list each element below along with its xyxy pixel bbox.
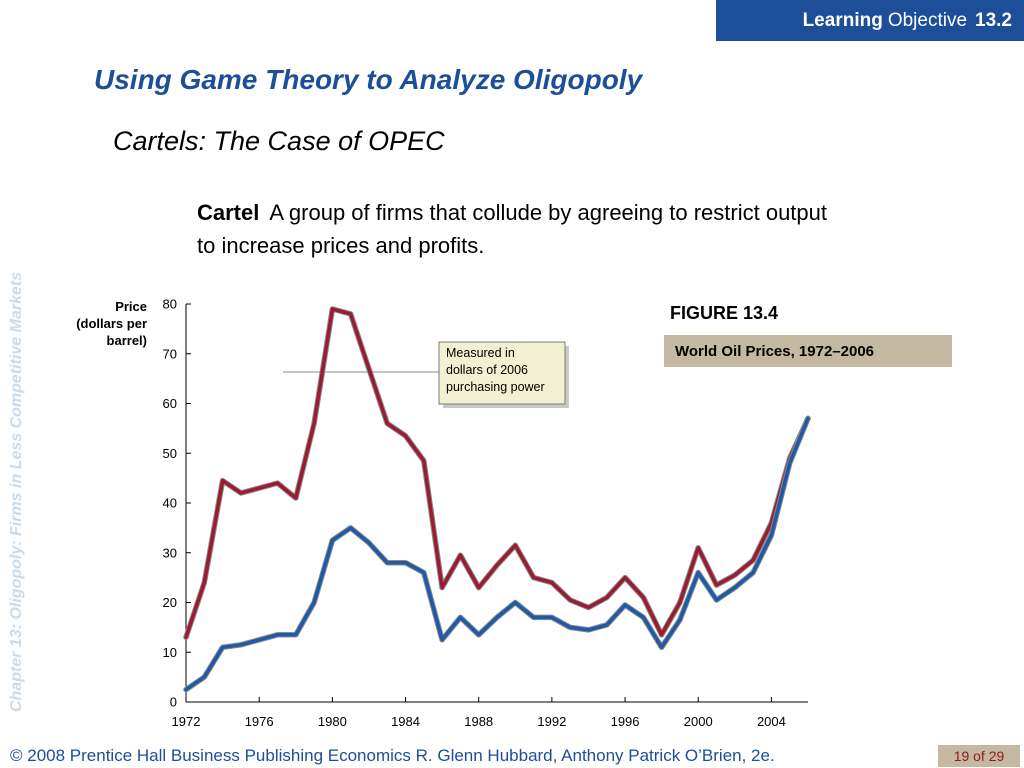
y-tick-label: 20 — [163, 595, 177, 610]
series-line-nominal-price — [184, 416, 810, 692]
annotation-line: purchasing power — [446, 380, 545, 394]
learning-objective-badge: Learning Objective 13.2 — [716, 0, 1024, 41]
y-tick-label: 10 — [163, 645, 177, 660]
y-tick-label: 70 — [163, 346, 177, 361]
x-tick-label: 2004 — [757, 714, 786, 729]
annotation-line: Measured in — [446, 346, 515, 360]
annotation-callout: Measured in dollars of 2006 purchasing pow… — [283, 341, 569, 408]
objective-number: 13.2 — [975, 9, 1012, 31]
objective-label: Objective — [887, 9, 968, 31]
y-tick-label: 0 — [170, 695, 177, 710]
y-tick-label: 50 — [163, 446, 177, 461]
annotation-line: dollars of 2006 — [446, 363, 528, 377]
x-tick-label: 1988 — [464, 714, 493, 729]
y-tick-label: 60 — [163, 396, 177, 411]
y-axis-label-line: Price — [115, 299, 147, 314]
data-series — [183, 306, 811, 693]
footer-copyright: © 2008 Prentice Hall Business Publishing… — [10, 746, 775, 765]
y-tick-label: 40 — [163, 496, 177, 511]
series-line-outline — [183, 415, 811, 693]
y-tick-label: 80 — [163, 297, 177, 312]
y-axis-label: Price (dollars per barrel) — [76, 299, 147, 348]
x-tick-label: 1996 — [611, 714, 640, 729]
figure-number: FIGURE 13.4 — [670, 303, 779, 323]
y-tick-label: 30 — [163, 545, 177, 560]
definition-term: Cartel — [197, 200, 260, 225]
y-axis-label-line: (dollars per — [76, 316, 147, 331]
figure-caption: World Oil Prices, 1972–2006 — [664, 335, 952, 367]
x-tick-label: 1976 — [245, 714, 274, 729]
y-axis-label-line: barrel) — [107, 333, 147, 348]
x-tick-label: 1972 — [172, 714, 201, 729]
callout-box — [438, 341, 566, 405]
x-tick-label: 1980 — [318, 714, 347, 729]
slide-title: Using Game Theory to Analyze Oligopoly — [94, 64, 643, 95]
x-tick-label: 2000 — [684, 714, 713, 729]
page-indicator: 19 of 29 — [938, 745, 1020, 767]
series-line-real-price — [184, 307, 810, 640]
slide-subtitle: Cartels: The Case of OPEC — [113, 126, 445, 156]
learning-label: Learning — [802, 9, 883, 31]
figure-caption-text: World Oil Prices, 1972–2006 — [675, 342, 875, 360]
cartel-definition: Cartel A group of firms that collude by a… — [197, 196, 837, 262]
x-tick-label: 1992 — [537, 714, 566, 729]
footer: © 2008 Prentice Hall Business Publishing… — [0, 744, 1024, 768]
definition-text: A group of firms that collude by agreein… — [197, 200, 827, 258]
annotation-text: Measured in dollars of 2006 purchasing pow… — [446, 346, 545, 394]
x-tick-label: 1984 — [391, 714, 420, 729]
